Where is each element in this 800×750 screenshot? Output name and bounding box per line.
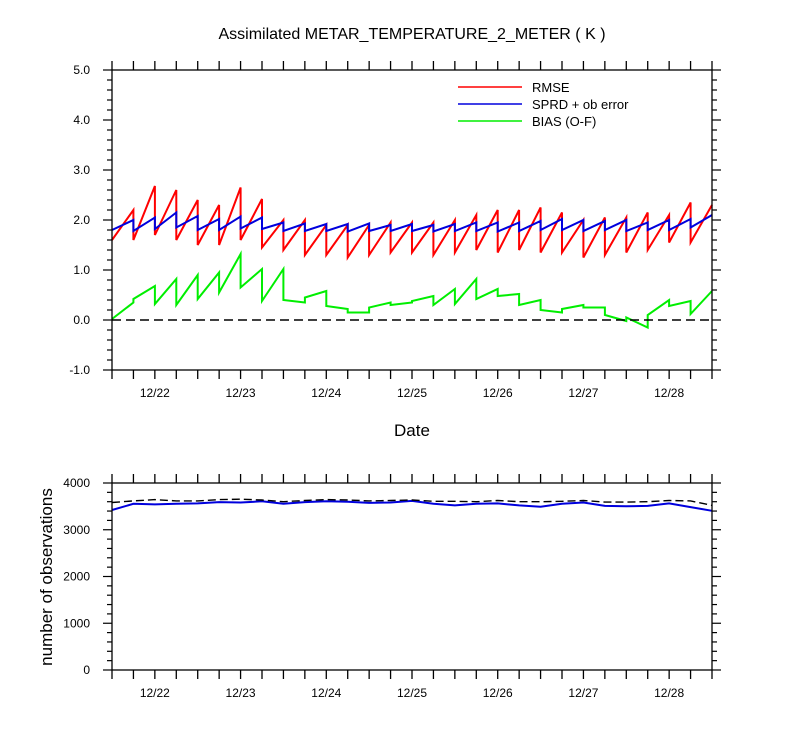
legend: RMSE SPRD + ob error BIAS (O-F) xyxy=(458,80,629,129)
y-tick-label: 0.0 xyxy=(73,313,90,327)
x-tick-label: 12/25 xyxy=(397,386,427,400)
y-tick-label: 3000 xyxy=(63,523,90,537)
top-axis-ticks: 12/22 12/23 12/24 12/25 12/26 12/27 12/28 -1.0 0… xyxy=(69,61,721,400)
bottom-series-group xyxy=(111,498,713,512)
y-tick-label: 4.0 xyxy=(73,113,90,127)
y-tick-label: 3.0 xyxy=(73,163,90,177)
legend-label-rmse: RMSE xyxy=(532,80,570,95)
rmse-spread-bias-chart: Assimilated METAR_TEMPERATURE_2_METER ( … xyxy=(69,26,721,440)
top-series-group xyxy=(111,185,713,330)
x-tick-label: 12/23 xyxy=(226,686,256,700)
series-line-rmse xyxy=(111,185,713,261)
y-tick-label: 2000 xyxy=(63,570,90,584)
x-axis-title: Date xyxy=(394,421,430,440)
bottom-axis-ticks: 12/22 12/23 12/24 12/25 12/26 12/27 12/28 0 1000… xyxy=(63,474,721,700)
x-tick-label: 12/26 xyxy=(483,686,513,700)
x-tick-label: 12/27 xyxy=(568,386,598,400)
x-tick-label: 12/27 xyxy=(568,686,598,700)
series-line-observations-possible xyxy=(111,498,713,507)
x-tick-label: 12/23 xyxy=(226,386,256,400)
legend-label-spread: SPRD + ob error xyxy=(532,97,629,112)
x-tick-label: 12/26 xyxy=(483,386,513,400)
y-axis-title-observations: number of observations xyxy=(37,488,56,666)
x-tick-label: 12/24 xyxy=(311,386,341,400)
top-plot-frame xyxy=(111,69,713,371)
series-line-bias-o-f xyxy=(111,250,713,330)
observation-count-chart: 12/22 12/23 12/24 12/25 12/26 12/27 12/28 0 1000… xyxy=(37,474,721,700)
y-tick-label: -1.0 xyxy=(69,363,90,377)
x-tick-label: 12/22 xyxy=(140,686,170,700)
x-tick-label: 12/24 xyxy=(311,686,341,700)
legend-label-bias: BIAS (O-F) xyxy=(532,114,596,129)
y-tick-label: 4000 xyxy=(63,476,90,490)
y-tick-label: 5.0 xyxy=(73,63,90,77)
y-tick-label: 0 xyxy=(83,663,90,677)
chart-title: Assimilated METAR_TEMPERATURE_2_METER ( … xyxy=(218,26,605,43)
x-tick-label: 12/28 xyxy=(654,386,684,400)
x-tick-label: 12/22 xyxy=(140,386,170,400)
series-line-sprd-ob-error xyxy=(111,210,713,234)
series-line-observations-assimilated xyxy=(111,499,713,512)
y-tick-label: 2.0 xyxy=(73,213,90,227)
y-tick-label: 1.0 xyxy=(73,263,90,277)
x-tick-label: 12/25 xyxy=(397,686,427,700)
x-tick-label: 12/28 xyxy=(654,686,684,700)
bottom-plot-frame xyxy=(111,482,713,671)
y-tick-label: 1000 xyxy=(63,616,90,630)
